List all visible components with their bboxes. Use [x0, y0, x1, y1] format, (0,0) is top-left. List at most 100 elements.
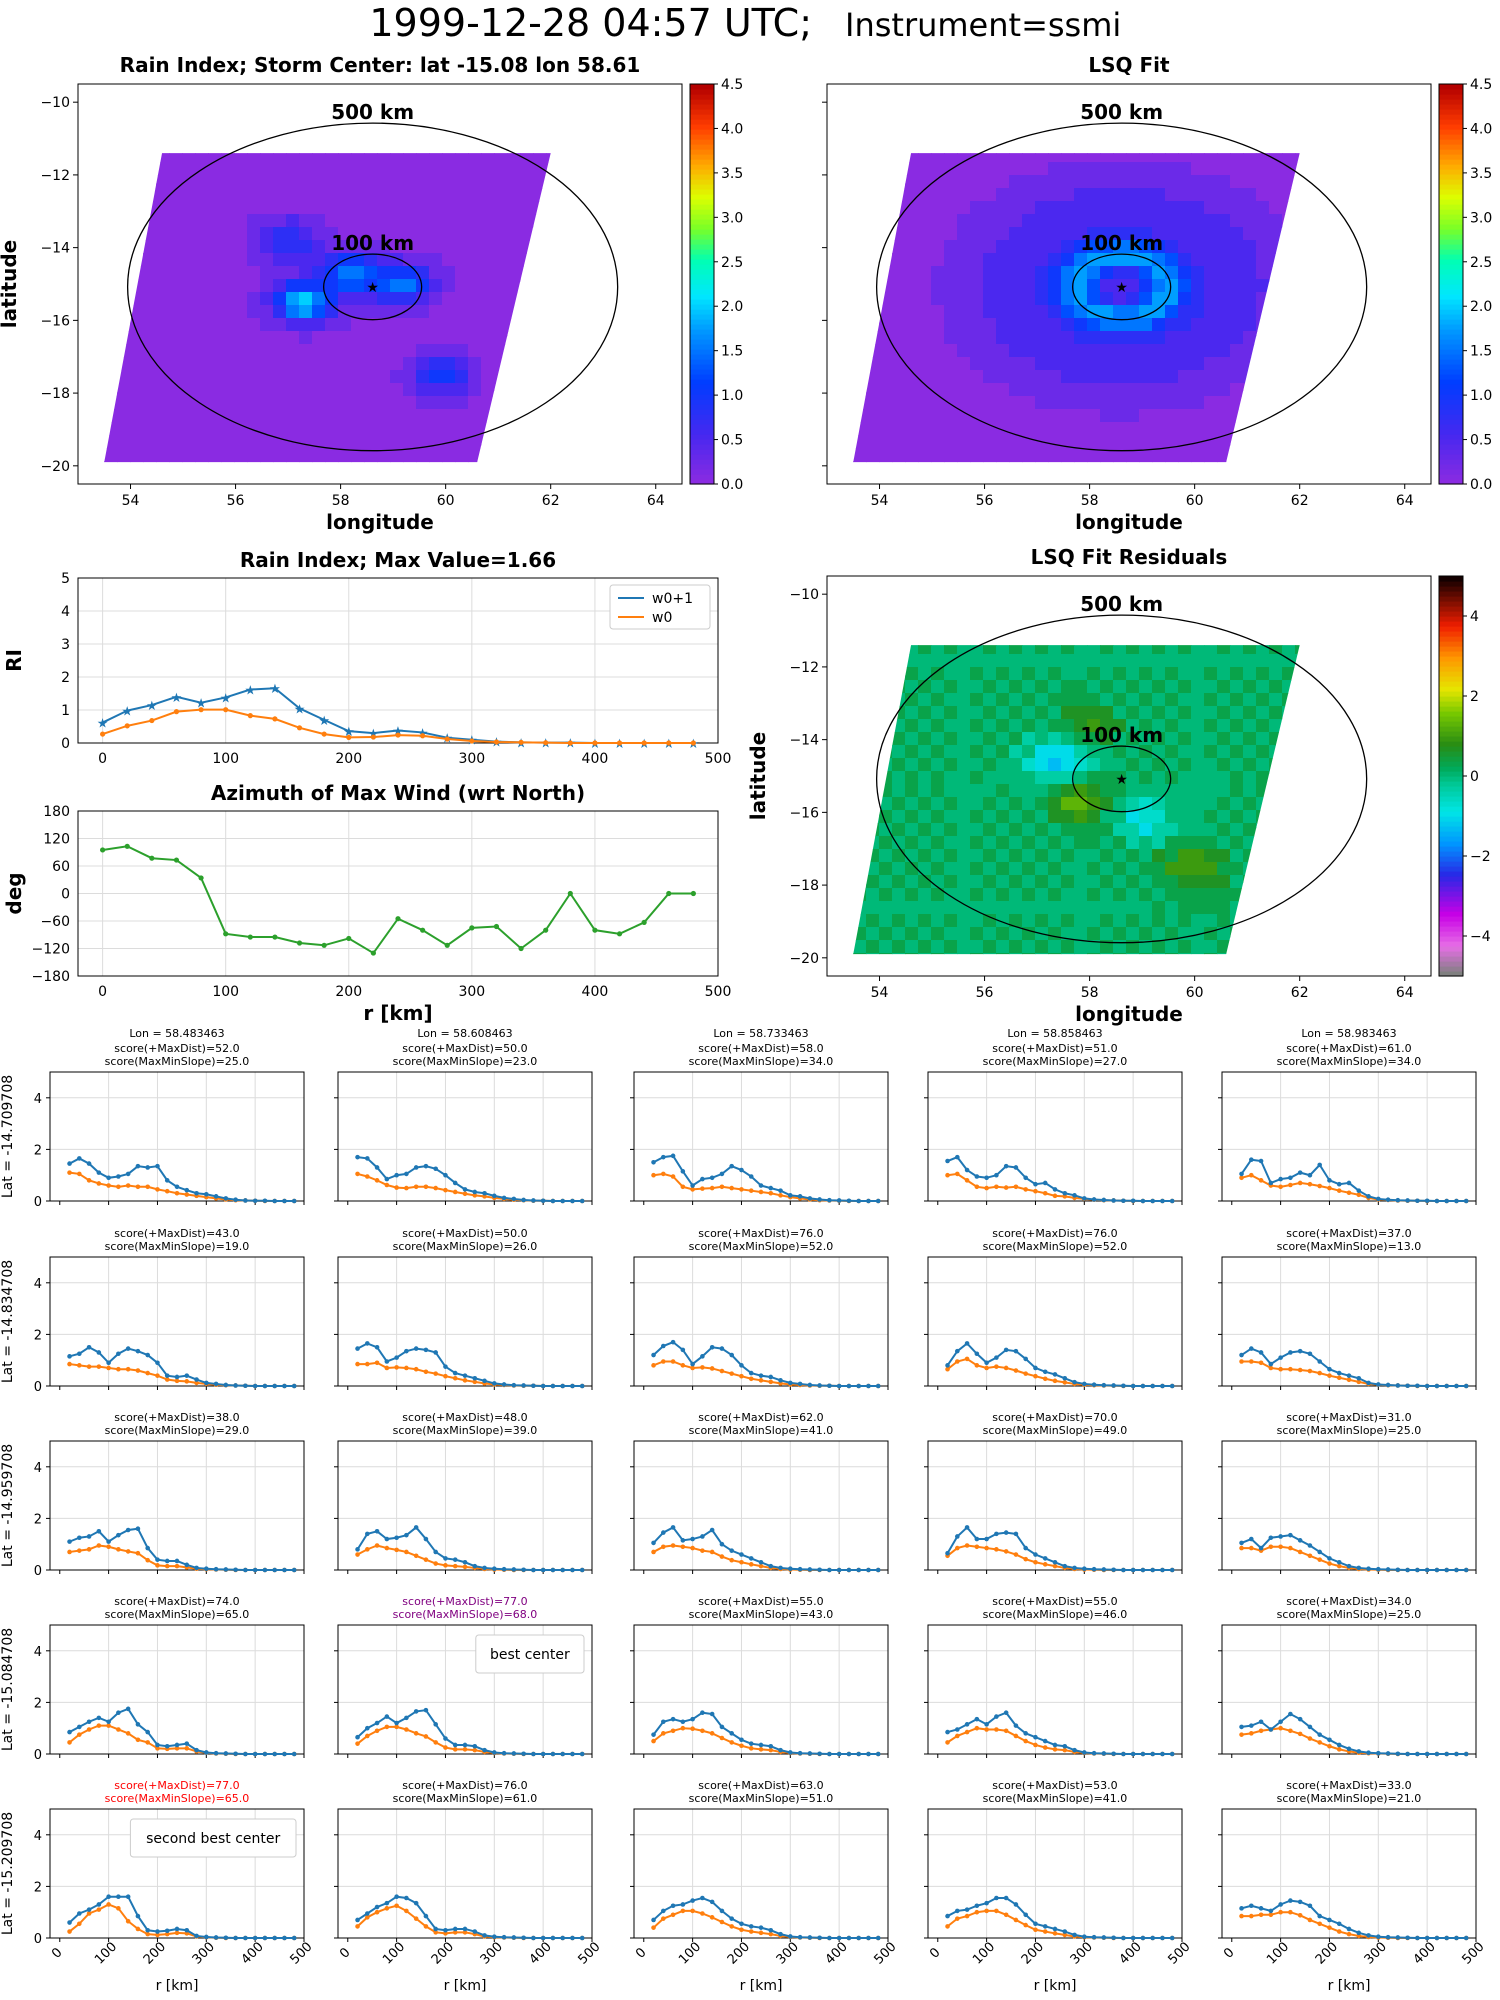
heatmap-cell — [879, 615, 893, 629]
ring-label: 100 km — [331, 231, 414, 255]
heatmap-cell — [143, 435, 157, 449]
heatmap-cell — [1269, 162, 1283, 176]
colorbar-swatch — [690, 384, 714, 390]
heatmap-cell — [1243, 667, 1257, 681]
x-tick-label: 58 — [1081, 493, 1099, 509]
heatmap-cell — [1399, 680, 1413, 694]
heatmap-cell — [905, 615, 919, 629]
heatmap-cell — [1334, 435, 1348, 449]
heatmap-cell — [650, 214, 664, 228]
heatmap-cell — [351, 153, 365, 163]
heatmap-cell — [905, 123, 919, 137]
heatmap-cell — [1399, 888, 1413, 902]
heatmap-cell — [676, 136, 690, 150]
heatmap-cell — [1152, 645, 1166, 655]
heatmap-cell — [182, 110, 196, 124]
heatmap-cell — [879, 214, 893, 228]
heatmap-cell — [892, 305, 906, 319]
heatmap-cell — [234, 292, 248, 306]
heatmap-cell — [481, 188, 495, 202]
heatmap-cell — [983, 383, 997, 397]
heatmap-cell — [918, 680, 932, 694]
heatmap-cell — [1412, 214, 1426, 228]
heatmap-cell — [78, 292, 92, 306]
heatmap-cell — [546, 305, 551, 319]
heatmap-cell — [1321, 615, 1335, 629]
heatmap-cell — [1217, 357, 1231, 371]
heatmap-cell — [455, 153, 469, 163]
heatmap-cell — [1061, 331, 1075, 345]
heatmap-cell — [156, 123, 170, 137]
heatmap-cell — [905, 901, 919, 915]
heatmap-cell — [1009, 732, 1023, 746]
heatmap-cell — [1269, 370, 1283, 384]
heatmap-cell — [156, 253, 170, 267]
colorbar-swatch — [1439, 766, 1463, 772]
heatmap-cell — [1100, 279, 1114, 293]
heatmap-cell — [650, 331, 664, 345]
heatmap-cell — [996, 862, 1010, 876]
heatmap-cell — [827, 849, 841, 863]
heatmap-cell — [676, 266, 690, 280]
colorbar-swatch — [1439, 89, 1463, 95]
heatmap-cell — [117, 175, 131, 189]
heatmap-cell — [1282, 110, 1296, 124]
heatmap-cell — [1165, 188, 1179, 202]
heatmap-cell — [1308, 602, 1322, 616]
heatmap-cell — [970, 370, 984, 384]
heatmap-cell — [1334, 940, 1348, 954]
colorbar-swatch — [1439, 701, 1463, 707]
heatmap-cell — [853, 602, 867, 616]
heatmap-cell — [1308, 318, 1322, 332]
heatmap-cell — [520, 357, 534, 371]
heatmap-cell — [853, 940, 854, 954]
heatmap-cell — [1178, 680, 1192, 694]
heatmap-cell — [1139, 732, 1153, 746]
heatmap-cell — [1022, 797, 1036, 811]
heatmap-cell — [1425, 305, 1439, 319]
heatmap-cell — [429, 175, 443, 189]
heatmap-cell — [996, 357, 1010, 371]
heatmap-cell — [1386, 901, 1400, 915]
heatmap-cell — [91, 110, 105, 124]
heatmap-cell — [957, 305, 971, 319]
heatmap-cell — [1425, 823, 1439, 837]
heatmap-cell — [1126, 966, 1140, 980]
heatmap-cell — [1165, 461, 1179, 463]
heatmap-cell — [182, 84, 196, 98]
heatmap-cell — [1386, 84, 1400, 98]
heatmap-cell — [918, 940, 932, 954]
heatmap-cell — [1191, 784, 1205, 798]
heatmap-cell — [892, 175, 906, 189]
heatmap-cell — [1126, 615, 1140, 629]
heatmap-cell — [1139, 409, 1153, 423]
heatmap-cell — [1347, 901, 1361, 915]
heatmap-cell — [1373, 97, 1387, 111]
heatmap-cell — [546, 175, 551, 189]
heatmap-cell — [1048, 628, 1062, 642]
heatmap-cell — [853, 953, 854, 955]
heatmap-cell — [533, 227, 547, 241]
heatmap-cell — [983, 357, 997, 371]
heatmap-cell — [1308, 305, 1322, 319]
heatmap-cell — [1009, 188, 1023, 202]
heatmap-cell — [996, 110, 1010, 124]
heatmap-cell — [273, 344, 287, 358]
heatmap-cell — [983, 849, 997, 863]
heatmap-cell — [1347, 461, 1361, 475]
heatmap-cell — [970, 771, 984, 785]
heatmap-cell — [1360, 409, 1374, 423]
heatmap-cell — [104, 383, 105, 397]
heatmap-cell — [1152, 953, 1166, 955]
heatmap-cell — [1048, 153, 1062, 163]
heatmap-cell — [104, 409, 105, 423]
heatmap-cell — [611, 136, 625, 150]
heatmap-cell — [221, 370, 235, 384]
heatmap-cell — [1412, 797, 1426, 811]
heatmap-cell — [1061, 305, 1075, 319]
heatmap-cell — [1204, 318, 1218, 332]
heatmap-cell — [234, 279, 248, 293]
heatmap-cell — [853, 797, 867, 811]
heatmap-cell — [1399, 836, 1413, 850]
